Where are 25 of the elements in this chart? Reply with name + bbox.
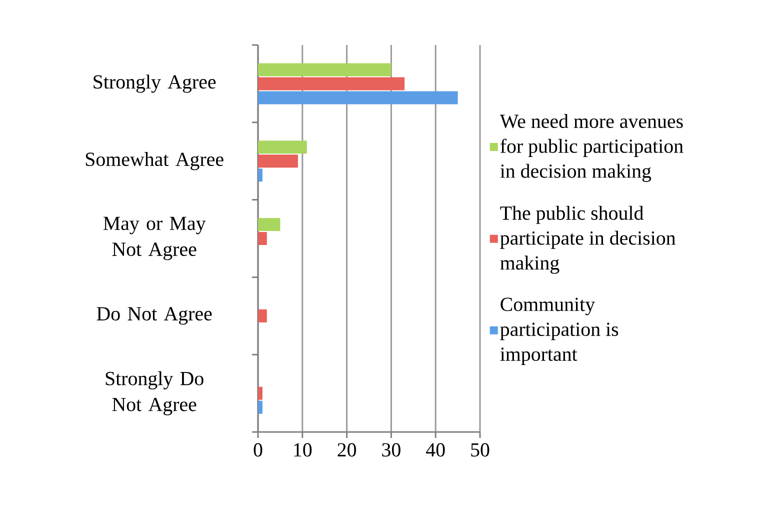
bar	[258, 400, 262, 414]
y-tick-label: May or May Not Agree	[103, 216, 206, 260]
bar	[258, 154, 298, 168]
y-tick-label: Strongly Agree	[94, 74, 216, 93]
bar	[258, 309, 267, 322]
x-tick-label: 50	[471, 443, 490, 457]
bar	[258, 232, 267, 245]
x-tick-label: 30	[382, 443, 400, 457]
x-tick-label: 20	[338, 443, 356, 457]
bar	[258, 168, 262, 182]
y-tick-label: Somewhat Agree	[86, 152, 224, 170]
bar	[258, 140, 307, 154]
y-tick-label: Do Not Agree	[96, 307, 212, 325]
x-tick-label: 0	[254, 443, 262, 457]
bar	[258, 218, 280, 231]
legend-label: We need more avenues for public participation in decision making	[500, 114, 684, 182]
x-tick-label: 10	[294, 443, 312, 457]
bar	[258, 77, 405, 90]
legend-label: The public should participate in decision making	[500, 206, 676, 274]
bar	[258, 386, 262, 400]
bar	[258, 91, 458, 104]
y-tick-label: Strongly Do Not Agree	[106, 371, 204, 416]
legend-label: Community participation is important	[500, 298, 618, 365]
bar	[258, 63, 392, 76]
x-tick-label: 40	[426, 443, 445, 457]
